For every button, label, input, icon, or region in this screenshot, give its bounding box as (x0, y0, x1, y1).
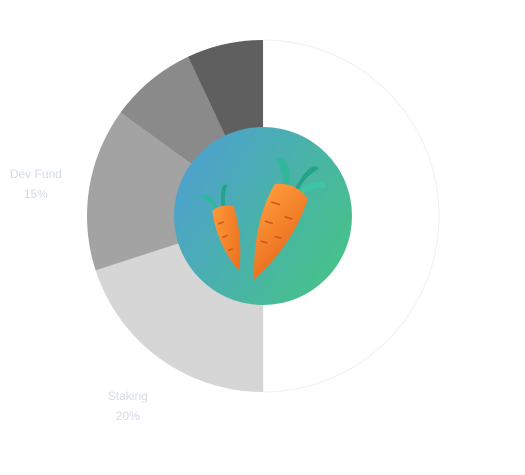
slice-label-3: Dev Fund (10, 167, 62, 181)
pie-slice-3 (87, 112, 263, 271)
slice-value-2: 20% (116, 409, 140, 423)
slice-label-2: Staking (108, 389, 148, 403)
slice-value-3: 15% (24, 187, 48, 201)
carrots-icon (201, 157, 327, 280)
slice-labels: Staking 20% Dev Fund 15% (10, 167, 148, 423)
